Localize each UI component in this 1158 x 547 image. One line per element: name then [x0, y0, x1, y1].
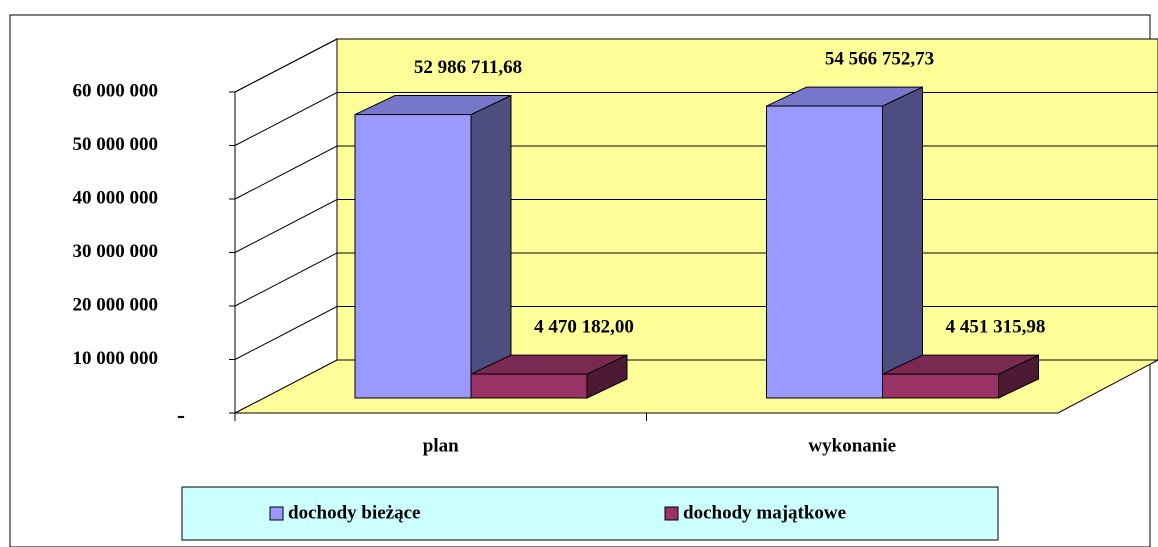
y-tick-label: -: [177, 403, 185, 429]
value-label: 54 566 752,73: [825, 48, 934, 69]
bar: [470, 373, 588, 399]
y-tick-label: 30 000 000: [73, 241, 159, 262]
legend-swatch: [269, 506, 284, 521]
legend-label: dochody majątkowe: [683, 502, 846, 523]
bar: [766, 105, 883, 399]
x-tick-label: plan: [423, 435, 459, 456]
bar: [882, 373, 999, 399]
value-label: 52 986 711,68: [414, 57, 522, 78]
bar-side: [882, 86, 923, 399]
legend-swatch: [664, 506, 679, 521]
bar-side: [470, 94, 512, 399]
legend: [181, 486, 999, 541]
grid-line: [234, 38, 1158, 93]
value-label: 4 451 315,98: [946, 317, 1046, 338]
y-tick-label: 10 000 000: [73, 348, 159, 369]
legend-label: dochody bieżące: [288, 502, 420, 523]
x-tick-label: wykonanie: [808, 435, 896, 456]
y-tick-label: 40 000 000: [73, 187, 159, 208]
bar: [354, 114, 472, 399]
y-tick-label: 20 000 000: [73, 294, 159, 315]
value-label: 4 470 182,00: [534, 316, 634, 337]
y-tick-label: 50 000 000: [73, 134, 159, 155]
y-tick-label: 60 000 000: [73, 80, 159, 101]
